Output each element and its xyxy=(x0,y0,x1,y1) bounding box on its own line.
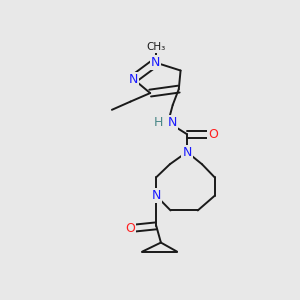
Text: H: H xyxy=(153,116,163,129)
Text: N: N xyxy=(129,73,138,85)
Text: N: N xyxy=(182,146,192,158)
Text: N: N xyxy=(151,56,160,69)
Text: O: O xyxy=(208,128,218,141)
Text: CH₃: CH₃ xyxy=(146,42,165,52)
Text: O: O xyxy=(126,222,135,235)
Text: N: N xyxy=(168,116,177,129)
Text: N: N xyxy=(152,189,161,202)
